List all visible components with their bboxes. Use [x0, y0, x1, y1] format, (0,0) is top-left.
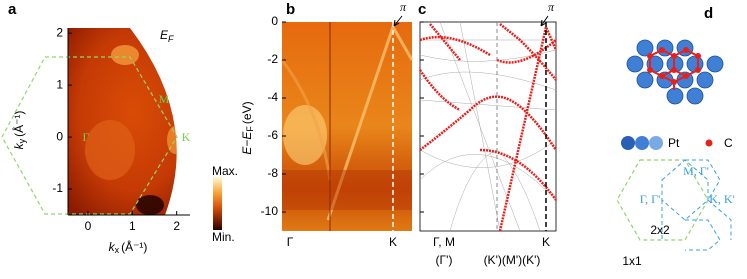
- panel-label: a: [8, 1, 17, 18]
- label-sub: y: [17, 138, 27, 143]
- point-label: M, Γ': [683, 164, 709, 178]
- panel-label: b: [286, 1, 295, 18]
- x-tick-label: Γ: [287, 235, 294, 249]
- x-tick-label: Γ, M: [433, 235, 455, 249]
- x-tick-label: (Γ'): [436, 253, 453, 267]
- label: E−E: [240, 131, 254, 155]
- colorbar: [213, 177, 222, 230]
- supercell-diagram: [616, 159, 732, 251]
- band-structure: [418, 21, 558, 232]
- y-tick-label: 2: [56, 25, 63, 39]
- label-unit: (Å⁻¹): [11, 111, 26, 137]
- arrow: [393, 15, 403, 27]
- y-tick-label: -6: [267, 128, 278, 142]
- y-tick-label: -1: [52, 181, 63, 195]
- y-axis-label: E−EF (eV): [240, 101, 255, 154]
- y-tick-label: -2: [267, 52, 278, 66]
- label: k: [109, 240, 116, 254]
- y-tick-label: -4: [267, 90, 278, 104]
- title-sub: F: [168, 34, 174, 44]
- title: E: [160, 28, 169, 42]
- heatmap: [68, 28, 177, 215]
- y-tick-label: 1: [56, 77, 63, 91]
- y-tick-label: -8: [267, 166, 278, 180]
- colorbar-label: Max.: [212, 164, 238, 178]
- x-tick-label: K: [389, 235, 397, 249]
- label-sub: x: [115, 245, 120, 255]
- point-label: Γ, Γ': [640, 192, 661, 206]
- label-sub: F: [245, 126, 255, 132]
- panel-label: c: [418, 1, 426, 18]
- colorbar-label: Min.: [212, 230, 235, 244]
- x-tick-label: 2: [173, 219, 180, 233]
- y-tick-label: 0: [271, 14, 278, 28]
- x-tick-label: K: [542, 235, 550, 249]
- point-label: Γ: [83, 130, 90, 144]
- annotation: π: [548, 0, 555, 14]
- y-tick-label: -10: [261, 204, 279, 218]
- panel-title: EF: [160, 28, 174, 44]
- point-label: M: [159, 92, 170, 106]
- point-label: K, K': [709, 192, 735, 206]
- panel-label: d: [704, 5, 713, 22]
- label-unit: (Å⁻¹): [121, 239, 147, 254]
- legend-label: C: [724, 136, 733, 150]
- brillouin-zone: [1, 56, 178, 215]
- label-unit: (eV): [240, 101, 254, 124]
- x-tick-label: 1: [129, 219, 136, 233]
- y-tick-label: 0: [56, 129, 63, 143]
- annotation: π: [400, 0, 407, 14]
- arrow: [540, 15, 549, 27]
- label: k: [12, 142, 26, 149]
- crystal-structure: [621, 39, 724, 150]
- x-tick-label: (K')(M')(K'): [484, 253, 541, 267]
- point-label: K: [182, 130, 191, 144]
- x-axis-label: kx (Å⁻¹): [109, 239, 148, 255]
- x-tick-label: 0: [85, 219, 92, 233]
- cell-label: 1x1: [622, 254, 642, 268]
- y-axis-label: ky(Å⁻¹): [11, 111, 27, 150]
- cell-label: 2x2: [650, 223, 670, 237]
- legend-label: Pt: [668, 136, 680, 150]
